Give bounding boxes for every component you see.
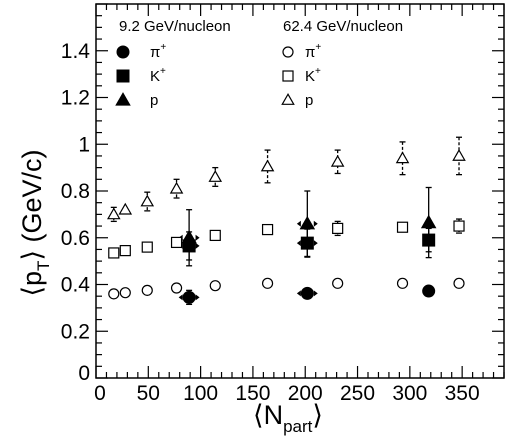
y-title-sub: T: [34, 261, 53, 271]
point-9gev-p: [299, 215, 316, 230]
point-9gev-piplus: [422, 284, 436, 298]
x-tick-label: 350: [445, 382, 480, 405]
y-title-main: ⟨p: [17, 271, 47, 297]
point-62gev-kplus: [332, 222, 344, 234]
legend-marker: [116, 45, 130, 59]
y-tick-label: 1.2: [61, 87, 90, 110]
x-axis-title: ⟨Npart⟩: [253, 400, 323, 436]
point-62gev-piplus: [332, 277, 344, 289]
point-62gev-piplus: [119, 287, 131, 299]
x-tick-label: 200: [288, 382, 323, 405]
x-error-arrow-9gev-piplus: [296, 290, 301, 297]
point-62gev-p: [330, 154, 345, 167]
x-error-arrow-9gev-p: [296, 220, 301, 227]
x-tick-label: 100: [183, 382, 218, 405]
point-62gev-piplus: [209, 280, 221, 292]
point-9gev-p: [181, 229, 197, 244]
x-error-arrow-9gev-p: [195, 234, 200, 241]
point-62gev-piplus: [396, 277, 409, 289]
point-62gev-p: [107, 207, 121, 220]
point-62gev-piplus: [108, 288, 120, 300]
point-62gev-kplus: [170, 236, 183, 249]
point-9gev-p: [420, 214, 437, 229]
x-tick-label: 250: [340, 382, 375, 405]
y-tick-label: 0.4: [61, 274, 91, 297]
x-error-arrow-9gev-kplus: [313, 240, 318, 247]
x-error-arrow-9gev-piplus: [178, 294, 183, 301]
y-axis-title-group: ⟨pT⟩ (GeV/c): [17, 150, 53, 297]
point-62gev-piplus: [453, 277, 465, 289]
point-62gev-kplus: [261, 223, 274, 236]
point-62gev-p: [260, 159, 275, 172]
y-origin-label: 0: [78, 362, 90, 385]
legend-marker: [282, 46, 294, 58]
x-title-main: ⟨N: [253, 400, 283, 430]
point-62gev-piplus: [141, 284, 153, 296]
legend-marker: [282, 70, 294, 82]
point-62gev-piplus: [170, 282, 183, 294]
legend-marker: [116, 69, 130, 83]
y-tick-label: 1: [78, 133, 90, 156]
point-62gev-kplus: [396, 221, 409, 233]
x-error-arrow-9gev-piplus: [195, 294, 200, 301]
legend-title-9gev: 9.2 GeV/nucleon: [119, 18, 231, 35]
point-62gev-p: [169, 181, 184, 194]
legend-label-sup: +: [315, 42, 321, 53]
y-tick-label: 0.2: [61, 320, 90, 343]
y-tick-label: 0.6: [61, 227, 90, 250]
point-62gev-kplus: [119, 245, 131, 257]
x-title-close: ⟩: [312, 400, 323, 430]
legend-label: K+: [305, 66, 321, 85]
legend-label: π+: [305, 42, 321, 61]
x-tick-label: 0: [94, 382, 106, 405]
legend-label: π+: [150, 42, 166, 61]
x-error-arrow-9gev-p: [313, 220, 318, 227]
x-title-sub: part: [283, 417, 313, 436]
legend: 9.2 GeV/nucleon 62.4 GeV/nucleon π+ K+ p π+…: [115, 18, 403, 109]
point-62gev-p: [118, 202, 133, 215]
y-title-close: ⟩ (GeV/c): [17, 150, 47, 261]
point-9gev-piplus: [182, 290, 196, 304]
legend-title-62gev: 62.4 GeV/nucleon: [283, 18, 403, 35]
legend-label: p: [305, 92, 313, 109]
point-62gev-kplus: [209, 229, 221, 242]
legend-label: p: [150, 92, 158, 109]
legend-label-sup: +: [160, 66, 166, 77]
ticks: [95, 3, 505, 379]
tick-labels: 0 50 100 150 200 250 300 350 0.2 0.4 0.6 0.8 1 1.2 1.4…: [61, 40, 480, 405]
y-tick-label: 1.4: [61, 40, 91, 63]
legend-label-sup: +: [315, 66, 321, 77]
x-tick-label: 50: [137, 382, 160, 405]
legend-label-sup: +: [160, 42, 166, 53]
y-tick-label: 0.8: [61, 180, 90, 203]
data-marks: [107, 136, 466, 306]
y-axis-title: ⟨pT⟩ (GeV/c): [17, 150, 53, 297]
point-62gev-p: [452, 148, 466, 161]
point-62gev-p: [208, 170, 223, 182]
x-error-arrow-9gev-kplus: [195, 242, 200, 249]
point-62gev-kplus: [453, 220, 465, 232]
point-62gev-kplus: [141, 241, 153, 253]
point-62gev-p: [140, 194, 155, 207]
point-62gev-p: [395, 151, 410, 164]
x-error-arrow-9gev-kplus: [296, 240, 301, 247]
legend-marker: [115, 92, 131, 106]
point-62gev-piplus: [261, 277, 274, 289]
legend-marker: [281, 93, 295, 105]
point-62gev-kplus: [108, 247, 120, 259]
point-9gev-piplus: [300, 286, 314, 300]
x-tick-label: 150: [235, 382, 270, 405]
x-error-arrow-9gev-piplus: [313, 290, 318, 297]
legend-label: K+: [150, 66, 166, 85]
x-tick-label: 300: [392, 382, 427, 405]
